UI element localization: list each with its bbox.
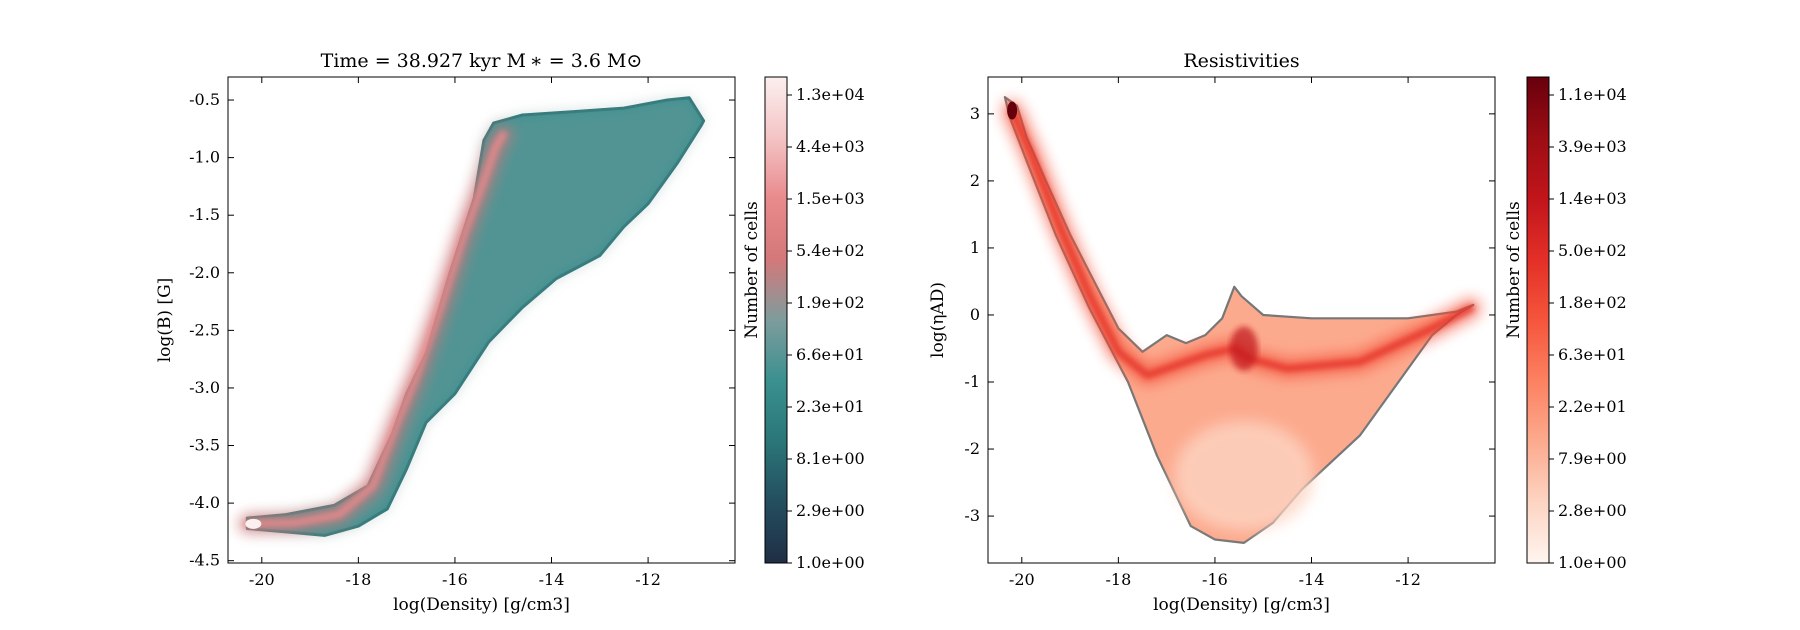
distribution-inner — [247, 97, 704, 536]
panel-magnetic-field: -20 -18 -16 -14 -12 -0.5 -1.0 -1.5 -2.0 -2.5 -3.0 -… — [155, 50, 865, 615]
x-tick-label: -14 — [1299, 570, 1325, 589]
colorbar-tick-label: 2.8e+00 — [1558, 501, 1627, 520]
peak-hub — [1229, 326, 1258, 371]
density-map — [1002, 95, 1481, 545]
x-tick-label: -14 — [539, 570, 565, 589]
x-tick-label: -18 — [345, 570, 371, 589]
y-tick-label: -2 — [964, 439, 980, 458]
x-tick-label: -20 — [1009, 570, 1035, 589]
y-tick-label: -3.0 — [189, 378, 220, 397]
colorbar-tick-label: 2.2e+01 — [1558, 397, 1627, 416]
colorbar-tick-label: 6.6e+01 — [796, 345, 865, 364]
y-tick-label: -2.0 — [189, 263, 220, 282]
colorbar-tick-label: 1.1e+04 — [1558, 85, 1627, 104]
y-tick-label: 3 — [970, 104, 980, 123]
x-tick-label: -18 — [1105, 570, 1131, 589]
y-tick-label: -1.5 — [189, 205, 220, 224]
x-tick-label: -12 — [1395, 570, 1421, 589]
y-tick-label: -1 — [964, 372, 980, 391]
colorbar-tick-label: 7.9e+00 — [1558, 449, 1627, 468]
low-density-region — [1173, 420, 1314, 531]
peak-spot — [245, 518, 262, 529]
y-tick-label: -2.5 — [189, 320, 220, 339]
x-tick-label: -20 — [249, 570, 275, 589]
colorbar-tick-label: 5.0e+02 — [1558, 241, 1627, 260]
colorbar-tick-label: 3.9e+03 — [1558, 137, 1627, 156]
ridge-core — [243, 131, 507, 528]
colorbar-tick-label: 4.4e+03 — [796, 137, 865, 156]
colorbar-tick-label: 5.4e+02 — [796, 241, 865, 260]
y-tick-label: -4.5 — [189, 551, 220, 570]
peak-spot — [1007, 101, 1018, 120]
axes-frame — [987, 76, 1496, 564]
density-map — [238, 96, 706, 537]
plot-title: Resistivities — [1183, 50, 1299, 72]
colorbar-tick-label: 1.3e+04 — [796, 85, 865, 104]
y-tick-label: -0.5 — [189, 90, 220, 109]
colorbar — [1526, 76, 1550, 564]
y-tick-label: 0 — [970, 305, 980, 324]
ridge-core — [1008, 107, 1475, 379]
x-axis-label: log(Density) [g/cm3] — [1153, 595, 1330, 615]
x-tick-label: -16 — [442, 570, 468, 589]
y-tick-label: 2 — [970, 171, 980, 190]
y-axis-label: log(ηAD) — [928, 282, 948, 358]
colorbar-tick-label: 1.5e+03 — [796, 189, 865, 208]
colorbar-tick-label: 8.1e+00 — [796, 449, 865, 468]
colorbar-tick-label: 1.4e+03 — [1558, 189, 1627, 208]
x-tick-label: -16 — [1202, 570, 1228, 589]
colorbar-tick-label: 1.9e+02 — [796, 293, 865, 312]
y-tick-label: -3.5 — [189, 436, 220, 455]
colorbar-tick-label: 2.3e+01 — [796, 397, 865, 416]
colorbar-tick-label: 2.9e+00 — [796, 501, 865, 520]
y-tick-label: -1.0 — [189, 148, 220, 167]
colorbar — [764, 76, 788, 564]
plot-title: Time = 38.927 kyr M ∗ = 3.6 M⊙ — [321, 50, 643, 72]
x-axis-label: log(Density) [g/cm3] — [393, 595, 570, 615]
y-tick-label: -4.0 — [189, 493, 220, 512]
colorbar-tick-label: 1.8e+02 — [1558, 293, 1627, 312]
y-axis-label: log(B) [G] — [155, 278, 175, 363]
y-tick-label: -3 — [964, 506, 980, 525]
panel-resistivities: -20 -18 -16 -14 -12 3 2 1 0 -1 -2 -3 Resistivities lo… — [928, 50, 1627, 615]
colorbar-tick-label: 1.0e+00 — [1558, 553, 1627, 572]
colorbar-tick-label: 1.0e+00 — [796, 553, 865, 572]
y-tick-label: 1 — [970, 238, 980, 257]
colorbar-label: Number of cells — [742, 201, 762, 339]
x-tick-label: -12 — [635, 570, 661, 589]
axes-frame — [227, 76, 736, 564]
colorbar-label: Number of cells — [1504, 201, 1524, 339]
colorbar-tick-label: 6.3e+01 — [1558, 345, 1627, 364]
